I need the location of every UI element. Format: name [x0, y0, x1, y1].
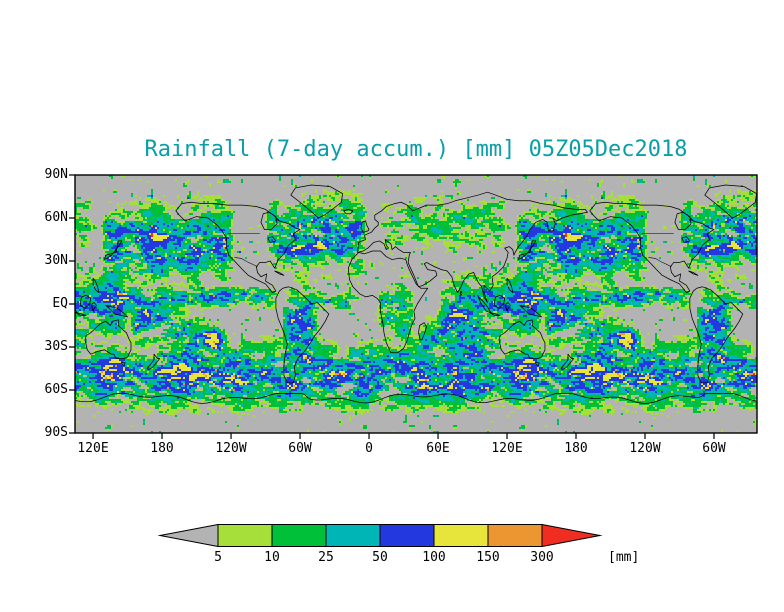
x-axis-label-120w-1: 120W — [215, 441, 247, 456]
y-axis-label-30n: 30N — [44, 253, 68, 268]
x-axis-label-120e-1: 120E — [77, 441, 109, 456]
colorbar — [158, 523, 604, 548]
colorbar-tick-100: 100 — [422, 550, 446, 565]
colorbar-tick-10: 10 — [264, 550, 280, 565]
colorbar-tick-300: 300 — [530, 550, 554, 565]
x-axis-label-60w-2: 60W — [702, 441, 726, 456]
x-axis-label-120e-2: 120E — [491, 441, 523, 456]
y-axis-label-60n: 60N — [44, 210, 68, 225]
y-axis-label-60s: 60S — [44, 382, 68, 397]
colorbar-tick-150: 150 — [476, 550, 500, 565]
y-axis-label-eq: EQ — [52, 296, 68, 311]
y-axis-label-90n: 90N — [44, 167, 68, 182]
x-axis-label-0: 0 — [365, 441, 373, 456]
rainfall-map-canvas — [63, 167, 765, 443]
x-axis-label-60w-1: 60W — [288, 441, 312, 456]
colorbar-tick-5: 5 — [214, 550, 222, 565]
y-axis-label-30s: 30S — [44, 339, 68, 354]
x-axis-label-180-1: 180 — [150, 441, 174, 456]
y-axis-label-90s: 90S — [44, 425, 68, 440]
x-axis-label-180-2: 180 — [564, 441, 588, 456]
chart-title: Rainfall (7-day accum.) [mm] 05Z05Dec201… — [144, 137, 688, 162]
x-axis-label-60e: 60E — [426, 441, 450, 456]
colorbar-unit-label: [mm] — [608, 550, 640, 565]
colorbar-tick-50: 50 — [372, 550, 388, 565]
colorbar-tick-25: 25 — [318, 550, 334, 565]
x-axis-label-120w-2: 120W — [629, 441, 661, 456]
